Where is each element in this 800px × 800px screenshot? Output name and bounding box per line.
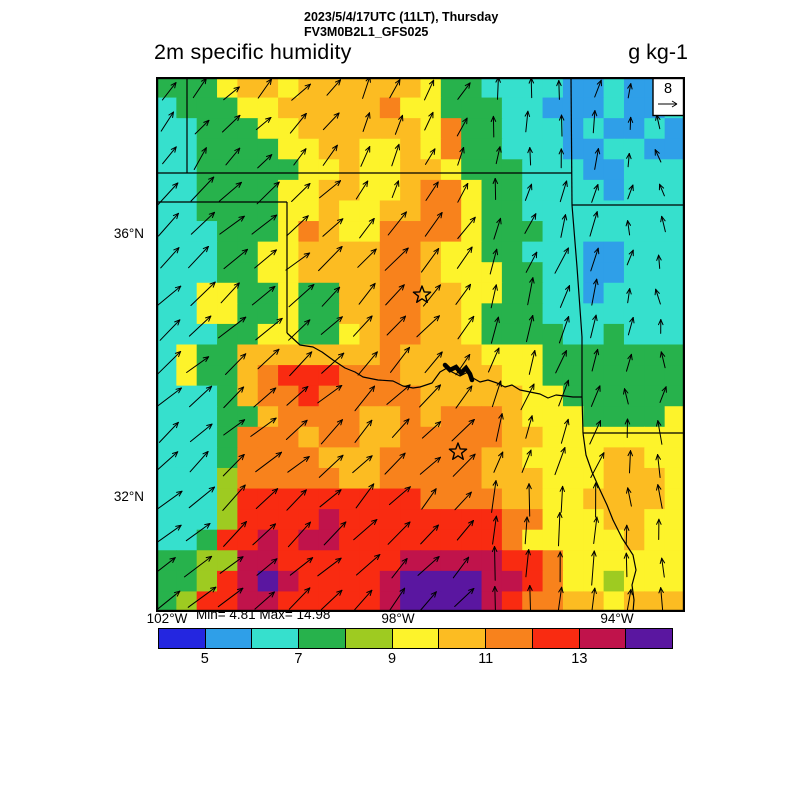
border-oklahoma-arkansas — [571, 204, 583, 397]
colorbar-segment->14 — [625, 629, 673, 648]
units-label: g kg-1 — [628, 40, 688, 64]
map-frame — [156, 77, 685, 612]
lat-axis-label-32n: 32°N — [113, 489, 144, 504]
city-stars — [412, 285, 468, 460]
colorbar-segment-10-11 — [438, 629, 486, 648]
model-run-title: FV3M0B2L1_GFS025 — [304, 25, 429, 39]
state-borders — [156, 77, 685, 612]
lon-axis-label-102w: 102°W — [146, 611, 188, 626]
colorbar-segment-9-10 — [391, 629, 439, 648]
colorbar-segment-12-13 — [531, 629, 579, 648]
border-red-river — [286, 332, 582, 399]
lake-texoma — [442, 362, 475, 383]
lon-axis-label-98w: 98°W — [381, 611, 415, 626]
city-star-marker — [448, 442, 468, 460]
colorbar-tick-label: 11 — [478, 651, 494, 667]
colorbar-tick-label: 9 — [388, 651, 397, 667]
colorbar-tick-label: 5 — [200, 651, 209, 667]
wind-arrows — [156, 77, 667, 612]
lat-axis-label-36n: 36°N — [113, 226, 144, 241]
colorbar-tick-label: 13 — [571, 651, 588, 667]
colorbar-segment-11-12 — [485, 629, 532, 648]
colorbar-segment-<5 — [159, 629, 205, 648]
humidity-raster — [156, 77, 685, 612]
map-svg: 8 — [156, 77, 685, 612]
map-canvas: 8 — [156, 77, 685, 612]
city-star-marker — [412, 285, 432, 304]
colorbar-tick-label: 7 — [294, 651, 303, 667]
colorbar — [158, 628, 673, 649]
reference-vector-value: 8 — [664, 81, 672, 97]
plot-header: 2023/5/4/17UTC (11LT), Thursday FV3M0B2L… — [304, 10, 498, 40]
border-texas-louisiana-sabine — [582, 432, 637, 612]
reference-vector-box: 8 — [652, 77, 685, 117]
valid-time-title: 2023/5/4/17UTC (11LT), Thursday — [304, 10, 499, 24]
colorbar-segment-7-8 — [298, 629, 345, 648]
colorbar-segment-13-14 — [578, 629, 626, 648]
variable-title: 2m specific humidity — [154, 40, 352, 64]
colorbar-segment-5-6 — [204, 629, 252, 648]
colorbar-segment-6-7 — [251, 629, 299, 648]
border-kansas-missouri — [570, 77, 573, 206]
colorbar-segment-8-9 — [344, 629, 392, 648]
border-texas-arkansas-94w — [581, 396, 584, 434]
lon-axis-label-94w: 94°W — [600, 611, 634, 626]
